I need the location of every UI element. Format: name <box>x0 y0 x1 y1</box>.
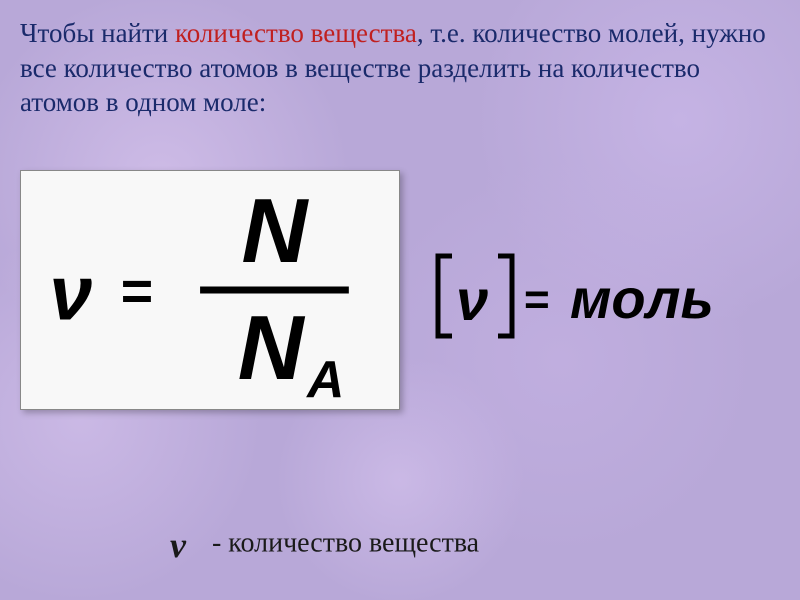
slide-background: Чтобы найти количество вещества, т.е. ко… <box>0 0 800 600</box>
unit-word: моль <box>570 267 714 330</box>
formula-eq: = <box>121 260 153 322</box>
formula-nu: ν <box>49 251 92 337</box>
formula-numerator: N <box>242 180 310 282</box>
right-bracket <box>498 256 512 336</box>
formula-box: ν = N N A <box>20 170 400 410</box>
caption-text: - количество вещества <box>212 527 479 558</box>
unit-nu: ν <box>456 268 488 333</box>
formula-denominator-n: N <box>238 297 306 399</box>
intro-part1: Чтобы найти <box>20 18 175 48</box>
unit-expression: ν = моль <box>430 240 800 360</box>
intro-text: Чтобы найти количество вещества, т.е. ко… <box>20 16 780 120</box>
formula-denominator-sub: A <box>305 350 344 408</box>
caption-symbol: ν <box>170 524 186 566</box>
unit-svg: ν = моль <box>430 240 800 360</box>
caption: ν - количество вещества <box>170 524 479 566</box>
formula-svg: ν = N N A <box>21 171 399 409</box>
unit-eq: = <box>524 275 550 324</box>
left-bracket <box>438 256 452 336</box>
intro-emphasis: количество вещества <box>175 18 417 48</box>
